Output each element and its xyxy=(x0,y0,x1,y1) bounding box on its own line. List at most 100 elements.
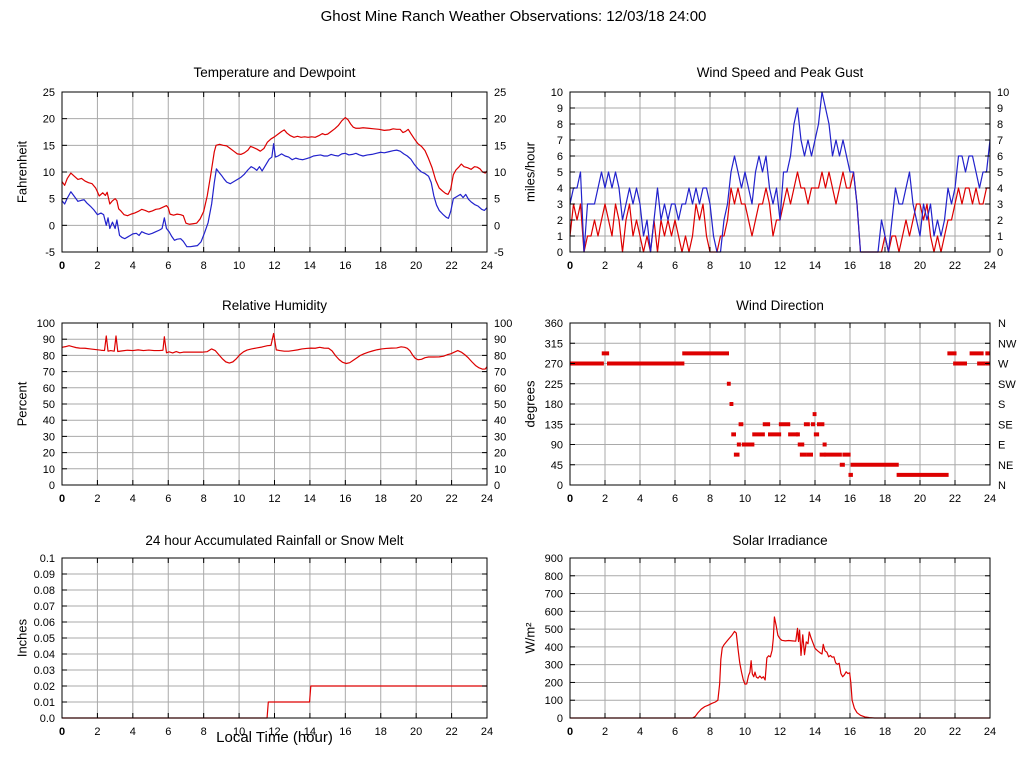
x-axis-label-local-time: Local Time (hour) xyxy=(216,729,333,746)
svg-text:12: 12 xyxy=(268,493,280,505)
svg-text:14: 14 xyxy=(304,493,316,505)
svg-text:12: 12 xyxy=(268,726,280,738)
svg-text:10: 10 xyxy=(739,260,751,272)
tick-marks xyxy=(61,322,488,486)
svg-text:900: 900 xyxy=(545,553,563,565)
svg-text:8: 8 xyxy=(997,119,1003,131)
svg-text:25: 25 xyxy=(494,87,506,99)
svg-text:12: 12 xyxy=(774,726,786,738)
svg-text:0.06: 0.06 xyxy=(34,617,55,629)
svg-text:10: 10 xyxy=(739,726,751,738)
svg-text:24: 24 xyxy=(481,493,493,505)
svg-text:4: 4 xyxy=(130,493,136,505)
svg-text:0.02: 0.02 xyxy=(34,681,55,693)
svg-text:10: 10 xyxy=(739,493,751,505)
svg-text:800: 800 xyxy=(545,571,563,583)
svg-text:20: 20 xyxy=(494,448,506,460)
svg-text:3: 3 xyxy=(997,199,1003,211)
svg-text:24: 24 xyxy=(984,493,996,505)
svg-text:50: 50 xyxy=(43,399,55,411)
series-solar_irradiance xyxy=(570,616,990,719)
svg-text:9: 9 xyxy=(997,103,1003,115)
svg-text:6: 6 xyxy=(165,493,171,505)
chart-title-solar-irradiance: Solar Irradiance xyxy=(732,533,828,548)
svg-text:12: 12 xyxy=(774,260,786,272)
chart-title-wind-direction: Wind Direction xyxy=(736,298,824,313)
svg-text:5: 5 xyxy=(494,194,500,206)
svg-text:20: 20 xyxy=(914,493,926,505)
svg-text:10: 10 xyxy=(494,167,506,179)
svg-text:8: 8 xyxy=(707,726,713,738)
svg-text:24: 24 xyxy=(984,260,996,272)
svg-text:16: 16 xyxy=(339,493,351,505)
svg-text:45: 45 xyxy=(551,460,563,472)
svg-text:500: 500 xyxy=(545,624,563,636)
svg-text:315: 315 xyxy=(545,338,563,350)
svg-text:18: 18 xyxy=(375,260,387,272)
svg-text:30: 30 xyxy=(494,431,506,443)
svg-text:16: 16 xyxy=(844,260,856,272)
svg-text:5: 5 xyxy=(557,167,563,179)
svg-text:4: 4 xyxy=(130,260,136,272)
svg-text:6: 6 xyxy=(997,151,1003,163)
svg-text:0: 0 xyxy=(494,220,500,232)
svg-text:14: 14 xyxy=(809,726,821,738)
tick-labels: 0 2 4 6 8 10 12 14 16 18 20 22 240.00.010.020.030.04… xyxy=(34,553,494,738)
chart-title-temperature-dewpoint: Temperature and Dewpoint xyxy=(193,65,356,80)
svg-text:100: 100 xyxy=(494,318,512,330)
svg-text:4: 4 xyxy=(637,260,643,272)
svg-text:0.07: 0.07 xyxy=(34,601,55,613)
page-title: Ghost Mine Ranch Weather Observations: 1… xyxy=(320,8,707,25)
svg-text:8: 8 xyxy=(707,493,713,505)
svg-text:12: 12 xyxy=(268,260,280,272)
svg-text:SW: SW xyxy=(998,379,1016,391)
svg-text:0: 0 xyxy=(49,220,55,232)
svg-text:20: 20 xyxy=(410,726,422,738)
svg-text:7: 7 xyxy=(997,135,1003,147)
svg-text:6: 6 xyxy=(557,151,563,163)
svg-text:225: 225 xyxy=(545,379,563,391)
svg-text:100: 100 xyxy=(37,318,55,330)
svg-text:16: 16 xyxy=(844,493,856,505)
svg-text:0: 0 xyxy=(557,480,563,492)
svg-text:8: 8 xyxy=(707,260,713,272)
svg-text:40: 40 xyxy=(43,415,55,427)
svg-text:0: 0 xyxy=(557,247,563,259)
svg-text:12: 12 xyxy=(774,493,786,505)
svg-text:5: 5 xyxy=(49,194,55,206)
svg-text:0.04: 0.04 xyxy=(34,649,55,661)
svg-text:0.03: 0.03 xyxy=(34,665,55,677)
svg-text:200: 200 xyxy=(545,677,563,689)
svg-text:0.05: 0.05 xyxy=(34,633,55,645)
svg-text:22: 22 xyxy=(949,493,961,505)
svg-text:SE: SE xyxy=(998,419,1013,431)
svg-text:270: 270 xyxy=(545,359,563,371)
tick-marks xyxy=(61,91,488,253)
svg-text:80: 80 xyxy=(494,350,506,362)
svg-text:20: 20 xyxy=(914,260,926,272)
gridlines xyxy=(62,323,487,485)
svg-text:4: 4 xyxy=(637,726,643,738)
svg-text:70: 70 xyxy=(494,367,506,379)
svg-text:0: 0 xyxy=(59,726,65,738)
svg-text:2: 2 xyxy=(94,493,100,505)
svg-text:4: 4 xyxy=(637,493,643,505)
svg-text:18: 18 xyxy=(879,260,891,272)
svg-text:1: 1 xyxy=(997,231,1003,243)
svg-text:18: 18 xyxy=(879,726,891,738)
svg-text:1: 1 xyxy=(557,231,563,243)
svg-text:0.1: 0.1 xyxy=(40,553,55,565)
svg-text:0: 0 xyxy=(997,247,1003,259)
svg-text:0.08: 0.08 xyxy=(34,585,55,597)
svg-text:22: 22 xyxy=(445,260,457,272)
svg-text:0: 0 xyxy=(59,493,65,505)
svg-text:0: 0 xyxy=(59,260,65,272)
svg-text:90: 90 xyxy=(551,440,563,452)
series-relative_humidity xyxy=(61,332,488,370)
svg-text:90: 90 xyxy=(494,334,506,346)
svg-text:8: 8 xyxy=(201,493,207,505)
chart-title-relative-humidity: Relative Humidity xyxy=(221,298,328,313)
